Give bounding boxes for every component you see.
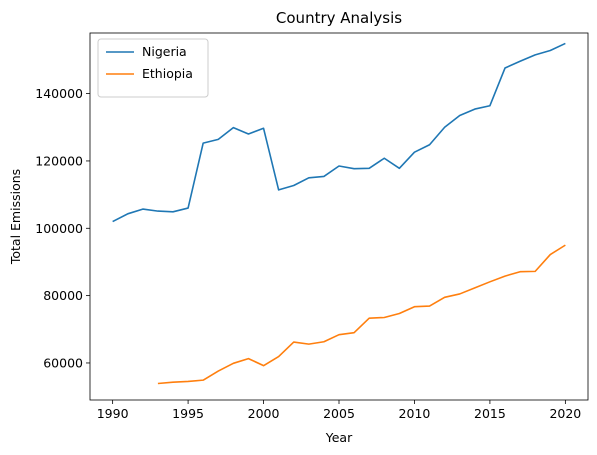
y-tick-label: 120000 xyxy=(35,153,83,168)
legend-label-ethiopia: Ethiopia xyxy=(142,66,193,81)
x-tick-label: 2005 xyxy=(323,406,355,421)
y-tick-label: 60000 xyxy=(43,355,83,370)
legend-label-nigeria: Nigeria xyxy=(142,44,187,59)
x-tick-label: 2020 xyxy=(549,406,581,421)
series-line-ethiopia xyxy=(157,244,566,385)
x-tick-label: 2015 xyxy=(474,406,506,421)
x-tick-label: 1995 xyxy=(172,406,204,421)
x-tick-label: 1990 xyxy=(97,406,129,421)
legend-box xyxy=(97,38,209,98)
x-tick-label: 2000 xyxy=(248,406,280,421)
legend: Nigeria Ethiopia xyxy=(97,38,209,98)
chart-title: Country Analysis xyxy=(276,9,402,27)
x-tick-label: 2010 xyxy=(399,406,431,421)
series-lines xyxy=(112,42,566,385)
y-tick-label: 140000 xyxy=(35,86,83,101)
x-axis-ticks: 1990 1995 2000 2005 2010 2015 2020 xyxy=(97,400,581,421)
y-tick-label: 80000 xyxy=(43,288,83,303)
y-tick-label: 100000 xyxy=(35,221,83,236)
y-axis-label: Total Emissions xyxy=(8,169,23,265)
series-line-nigeria xyxy=(112,42,566,223)
y-axis-ticks: 60000 80000 100000 120000 140000 xyxy=(35,86,90,370)
x-axis-label: Year xyxy=(325,430,353,445)
